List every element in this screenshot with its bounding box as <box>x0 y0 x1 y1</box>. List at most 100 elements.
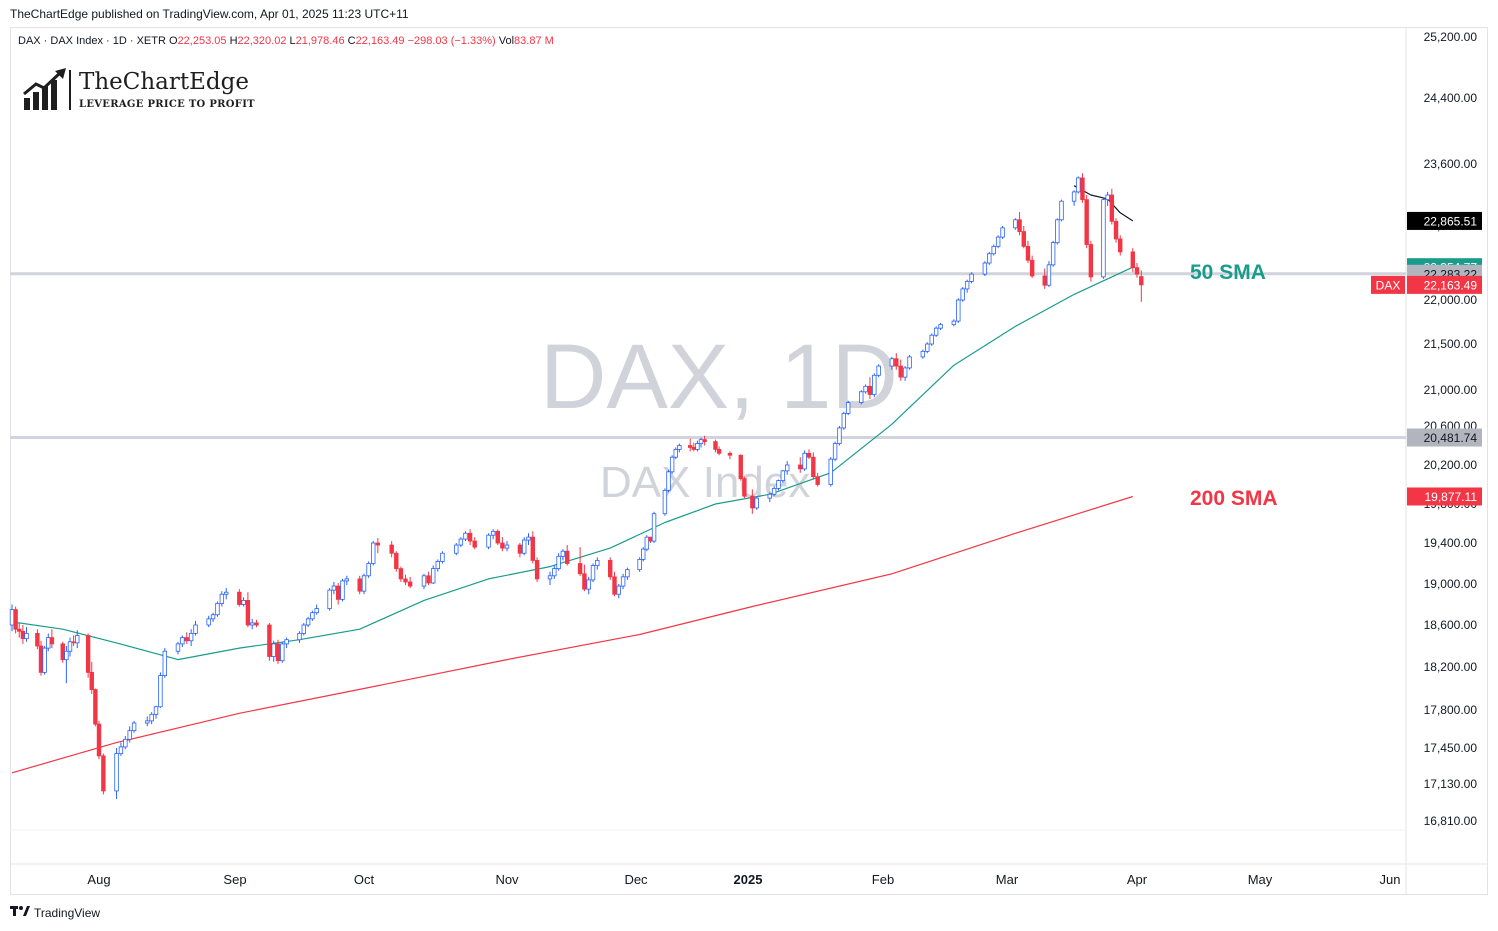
candle-body <box>560 550 566 557</box>
candle-body <box>245 600 251 626</box>
candle-body <box>42 647 47 673</box>
candle-body <box>344 578 349 582</box>
candle-body <box>1130 251 1136 269</box>
candle-body <box>969 273 974 282</box>
y-tick-label: 18,200.00 <box>1424 660 1478 674</box>
candle-body <box>1080 177 1085 201</box>
symbol-tag <box>1371 275 1405 294</box>
candle-body <box>495 530 500 544</box>
candle-body <box>960 288 965 301</box>
candle-body <box>651 513 657 542</box>
candle-body <box>534 560 540 580</box>
candle-body <box>49 637 55 645</box>
candle-body <box>389 544 394 554</box>
candle-body <box>802 452 807 470</box>
candle-body <box>625 569 630 578</box>
candle-body <box>517 544 523 554</box>
y-tick-label: 20,200.00 <box>1424 458 1478 472</box>
x-tick-label: Nov <box>495 872 519 887</box>
candle-body <box>331 585 337 591</box>
candle-body <box>713 441 718 450</box>
candle-body <box>145 720 150 724</box>
candle-body <box>75 635 80 644</box>
candle-body <box>616 585 621 595</box>
candle-body <box>938 324 943 329</box>
candle-body <box>275 643 281 662</box>
candle-body <box>552 568 557 577</box>
candle-body <box>96 723 102 757</box>
candle-body <box>956 299 961 322</box>
candle-body <box>556 555 561 570</box>
candle-body <box>114 753 119 792</box>
sma50-line <box>11 266 1134 661</box>
candle-body <box>872 374 877 395</box>
candle-body <box>784 464 790 472</box>
y-tick-label: 19,400.00 <box>1424 536 1478 550</box>
low-value: 21,978.46 <box>295 35 345 47</box>
candle-body <box>780 470 786 482</box>
candle-body <box>237 591 242 605</box>
sma10-badge <box>1407 211 1482 230</box>
sma200-label: 200 SMA <box>1190 487 1278 510</box>
candle-body <box>210 614 216 620</box>
candle-body <box>987 253 992 264</box>
y-tick-label: 19,000.00 <box>1424 577 1478 591</box>
candle-body <box>327 589 332 610</box>
x-tick-label: Feb <box>872 872 894 887</box>
candle-body <box>271 643 276 657</box>
candle-body <box>184 637 189 642</box>
candle-body <box>586 579 591 590</box>
candle-body <box>612 576 617 595</box>
candle-body <box>13 609 18 630</box>
candle-body <box>673 448 678 458</box>
candle-body <box>1109 194 1115 222</box>
candle-body <box>995 236 1001 247</box>
high-label: H <box>229 35 238 47</box>
candle-body <box>440 552 445 562</box>
candle-body <box>430 568 436 584</box>
candle-body <box>798 464 803 470</box>
candle-body <box>925 343 930 352</box>
candle-body <box>1084 199 1089 245</box>
candle-body <box>175 643 181 652</box>
y-tick-label: 16,810.00 <box>1424 814 1478 828</box>
candle-body <box>17 628 22 632</box>
candle-body <box>811 456 816 478</box>
candle-body <box>1076 177 1081 193</box>
candle-body <box>837 427 842 444</box>
y-tick-label: 25,200.00 <box>1424 30 1478 44</box>
candle-body <box>859 391 864 403</box>
publisher-line: TheChartEdge published on TradingView.co… <box>10 7 409 21</box>
candle-body <box>620 576 626 587</box>
y-tick-label: 21,500.00 <box>1424 337 1478 351</box>
candle-body <box>828 458 833 485</box>
candle-body <box>254 622 259 626</box>
x-tick-label: Dec <box>624 872 648 887</box>
candle-body <box>67 641 73 652</box>
candle-body <box>991 245 996 255</box>
candle-body <box>127 730 132 740</box>
candle-body <box>398 568 404 580</box>
candle-body <box>982 262 988 275</box>
y-tick-label: 18,600.00 <box>1424 618 1478 632</box>
candle-body <box>742 478 747 497</box>
chart-frame[interactable] <box>10 27 1488 895</box>
candle-body <box>162 650 168 677</box>
candle-body <box>577 563 583 575</box>
candle-body <box>841 412 847 429</box>
tradingview-brand[interactable]: TradingView <box>10 905 100 920</box>
x-tick-label: Jun <box>1380 872 1401 887</box>
candle-body <box>595 560 600 566</box>
close-value: 22,163.49 <box>355 35 405 47</box>
sma200-badge <box>1407 487 1482 506</box>
candle-body <box>1055 219 1060 244</box>
candle-body <box>46 637 51 649</box>
candle-body <box>188 633 194 642</box>
candle-body <box>1105 194 1110 201</box>
candle-body <box>206 618 211 626</box>
candle-body <box>687 445 693 448</box>
candle-body <box>1025 245 1031 261</box>
candle-body <box>93 689 98 725</box>
candle-body <box>249 622 255 626</box>
